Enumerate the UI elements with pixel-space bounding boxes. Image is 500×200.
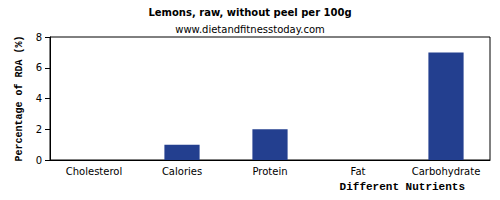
svg-text:www.dietandfitnesstoday.com: www.dietandfitnesstoday.com [175, 24, 324, 35]
svg-text:Protein: Protein [252, 166, 287, 177]
svg-text:2: 2 [36, 124, 42, 135]
svg-text:Carbohydrate: Carbohydrate [412, 166, 481, 177]
svg-text:Calories: Calories [162, 166, 202, 177]
svg-text:Cholesterol: Cholesterol [66, 166, 122, 177]
svg-text:Fat: Fat [351, 166, 366, 177]
svg-text:8: 8 [36, 32, 42, 43]
svg-text:4: 4 [36, 93, 42, 104]
svg-text:Lemons, raw, without peel per: Lemons, raw, without peel per 100g [148, 7, 351, 18]
svg-text:Percentage of RDA (%): Percentage of RDA (%) [14, 35, 25, 161]
svg-text:6: 6 [36, 62, 42, 73]
svg-text:0: 0 [36, 155, 42, 166]
svg-text:Different Nutrients: Different Nutrients [340, 181, 465, 193]
